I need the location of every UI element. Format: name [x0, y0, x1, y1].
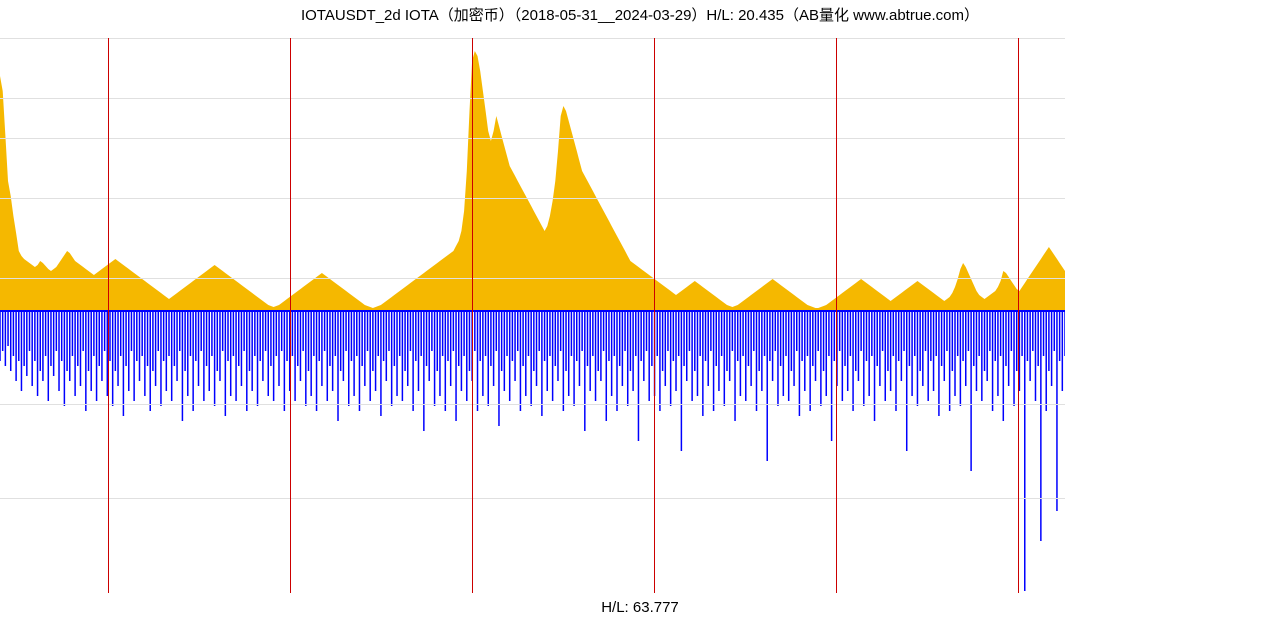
chart-area [0, 38, 1065, 593]
year-divider [108, 38, 109, 593]
gridline [0, 278, 1065, 279]
year-divider [1018, 38, 1019, 593]
chart-title: IOTAUSDT_2d IOTA（加密币）（2018-05-31__2024-0… [301, 4, 979, 25]
gridline [0, 198, 1065, 199]
gridline [0, 498, 1065, 499]
gridline [0, 98, 1065, 99]
year-divider [654, 38, 655, 593]
year-divider [290, 38, 291, 593]
chart-svg [0, 38, 1065, 593]
gridline [0, 38, 1065, 39]
year-divider [472, 38, 473, 593]
gridline [0, 138, 1065, 139]
year-divider [836, 38, 837, 593]
upper-series [0, 51, 1065, 311]
chart-bottom-label: H/L: 63.777 [601, 599, 679, 616]
gridline [0, 404, 1065, 405]
